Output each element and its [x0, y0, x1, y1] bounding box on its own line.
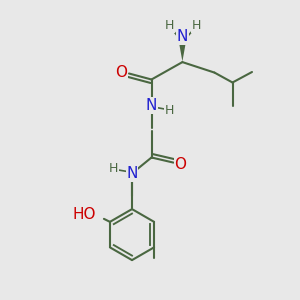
Text: H: H	[165, 19, 174, 32]
Text: N: N	[146, 98, 157, 113]
Text: H: H	[109, 162, 118, 175]
Text: N: N	[177, 29, 188, 44]
Polygon shape	[179, 41, 186, 62]
Text: H: H	[165, 104, 175, 117]
Text: N: N	[126, 166, 138, 181]
Text: H: H	[192, 19, 201, 32]
Text: O: O	[175, 157, 187, 172]
Text: HO: HO	[73, 207, 96, 222]
Text: O: O	[116, 65, 128, 80]
